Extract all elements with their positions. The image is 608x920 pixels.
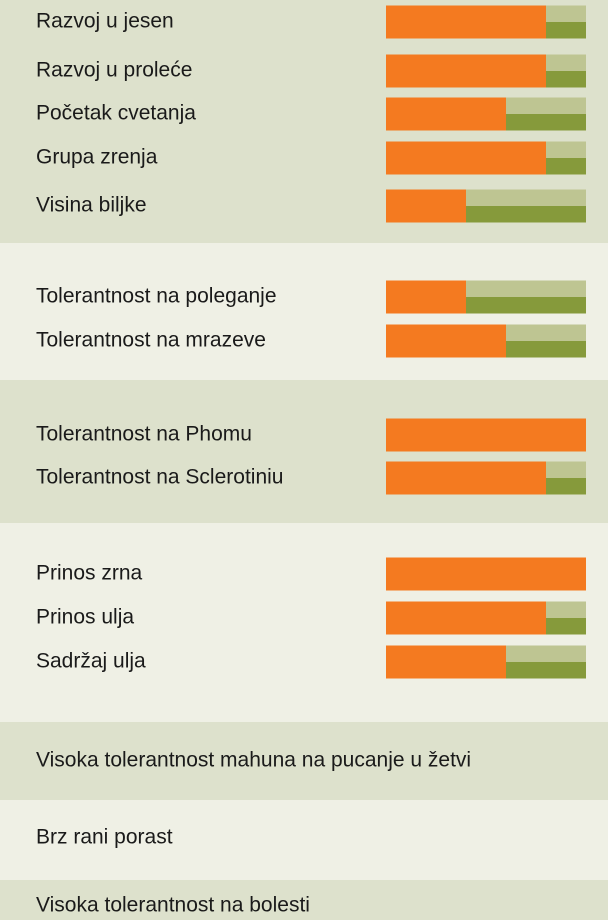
trait-label: Tolerantnost na mrazeve (36, 329, 266, 352)
trait-label: Prinos ulja (36, 606, 134, 629)
trait-label: Visoka tolerantnost na bolesti (36, 894, 310, 917)
rating-bar (386, 280, 466, 314)
trait-label: Razvoj u proleće (36, 59, 192, 82)
trait-label: Brz rani porast (36, 826, 173, 849)
trait-label: Tolerantnost na Phomu (36, 423, 252, 446)
rating-bar (386, 418, 586, 452)
trait-label: Tolerantnost na poleganje (36, 285, 277, 308)
rating-bar (386, 324, 506, 358)
rating-bar (386, 54, 546, 88)
trait-label: Grupa zrenja (36, 146, 158, 169)
trait-label: Visina biljke (36, 194, 147, 217)
rating-bar (386, 601, 546, 635)
section-background (0, 880, 608, 920)
trait-label: Sadržaj ulja (36, 650, 146, 673)
trait-label: Početak cvetanja (36, 102, 196, 125)
rating-bar (386, 141, 546, 175)
trait-label: Razvoj u jesen (36, 10, 174, 33)
trait-label: Tolerantnost na Sclerotiniu (36, 466, 283, 489)
rating-bar (386, 5, 546, 39)
trait-label: Visoka tolerantnost mahuna na pucanje u … (36, 749, 471, 772)
rating-bar (386, 189, 466, 223)
rating-bar (386, 461, 546, 495)
rating-bar (386, 557, 586, 591)
trait-label: Prinos zrna (36, 562, 143, 585)
rating-bar (386, 97, 506, 131)
section-background (0, 722, 608, 800)
rating-bar (386, 645, 506, 679)
section-background (0, 800, 608, 880)
